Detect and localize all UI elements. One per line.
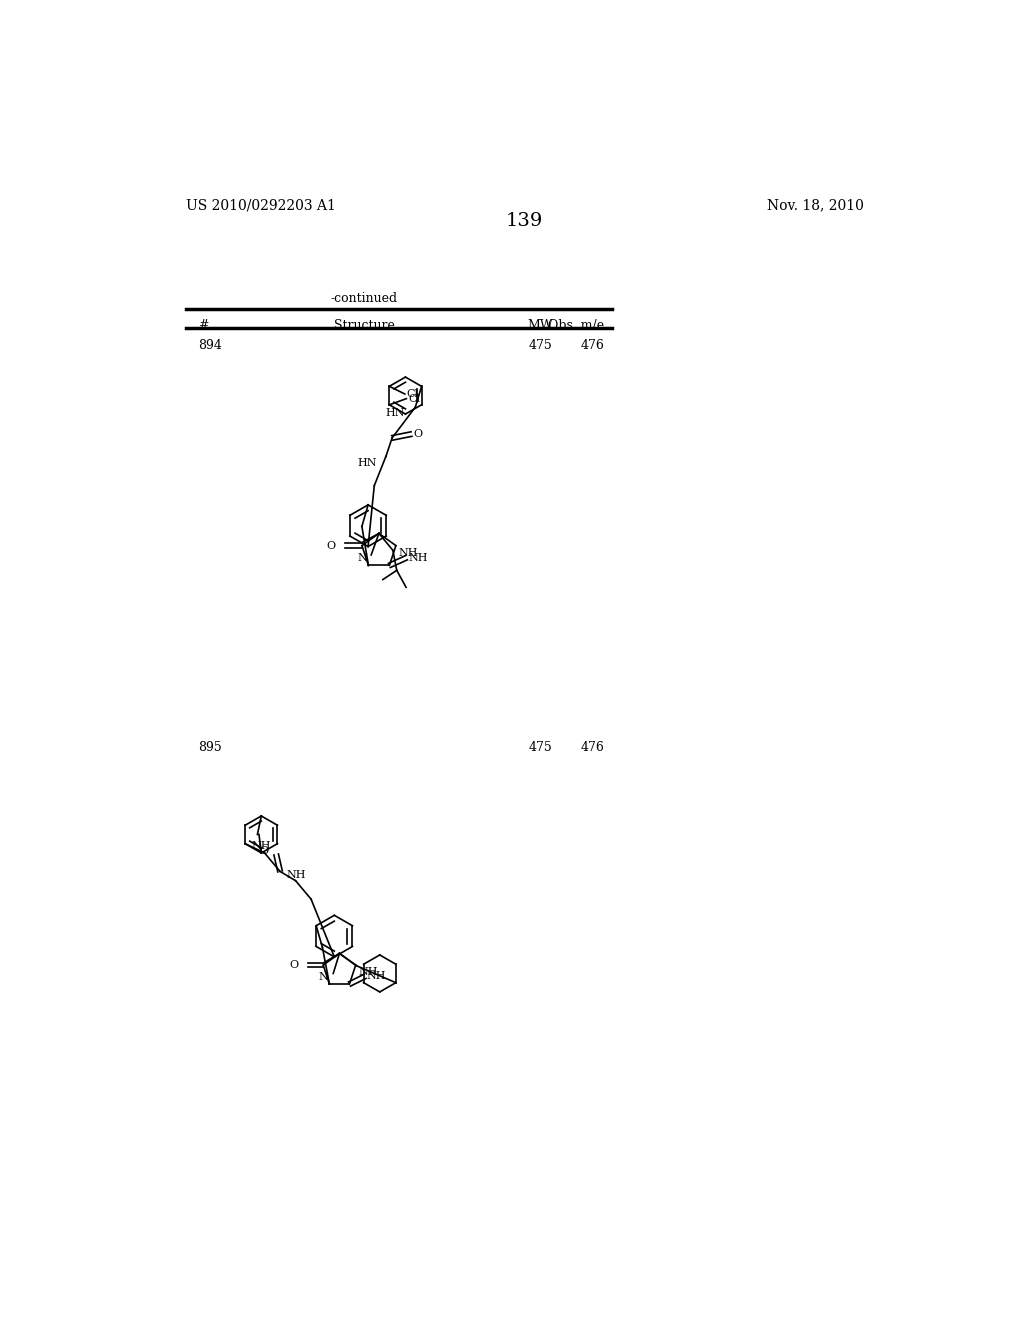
Text: O: O [327, 541, 336, 550]
Text: NH: NH [251, 841, 271, 851]
Text: O: O [414, 429, 423, 440]
Text: Obs. m/e: Obs. m/e [549, 318, 604, 331]
Text: MW: MW [527, 318, 553, 331]
Text: US 2010/0292203 A1: US 2010/0292203 A1 [186, 198, 336, 213]
Text: NH: NH [287, 870, 306, 880]
Text: 139: 139 [506, 213, 544, 230]
Text: 475: 475 [529, 741, 553, 754]
Text: NH: NH [358, 968, 378, 977]
Text: NH: NH [408, 553, 427, 562]
Text: HN: HN [357, 458, 377, 467]
Text: Cl: Cl [407, 389, 419, 399]
Text: 895: 895 [198, 741, 221, 754]
Text: N: N [318, 972, 328, 982]
Text: NH: NH [398, 548, 418, 558]
Text: -continued: -continued [331, 293, 398, 305]
Text: 476: 476 [581, 741, 604, 754]
Text: 475: 475 [529, 339, 553, 351]
Text: Cl: Cl [408, 393, 420, 404]
Text: N: N [357, 553, 367, 564]
Text: 894: 894 [198, 339, 221, 351]
Text: #: # [198, 318, 208, 331]
Text: O: O [259, 846, 268, 855]
Text: Nov. 18, 2010: Nov. 18, 2010 [767, 198, 864, 213]
Text: Structure: Structure [334, 318, 395, 331]
Text: O: O [290, 960, 298, 970]
Text: NH: NH [367, 972, 386, 981]
Text: 476: 476 [581, 339, 604, 351]
Text: HN: HN [385, 408, 404, 418]
